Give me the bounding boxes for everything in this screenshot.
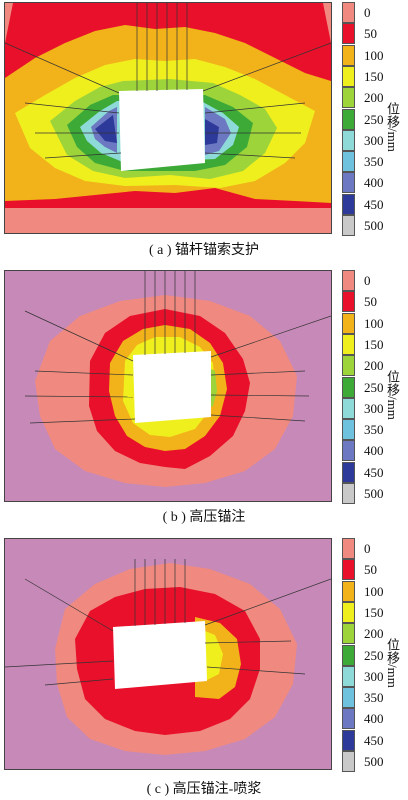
legend-swatch — [342, 87, 355, 109]
legend-label: 0 — [364, 541, 371, 556]
legend-swatch — [342, 270, 355, 291]
legend-swatch — [342, 538, 355, 559]
legend-label: 100 — [364, 315, 384, 331]
legend-label: 200 — [364, 90, 384, 106]
legend-label: 500 — [364, 218, 384, 233]
legend-label: 50 — [364, 26, 377, 42]
legend-label: 100 — [364, 47, 384, 63]
legend-b: 0 50 100 150 200 250 300 350 400 450 500 位移/mm — [342, 270, 408, 510]
legend-swatch — [342, 44, 355, 66]
legend-swatch — [342, 193, 355, 215]
anchor-bolts — [5, 3, 331, 159]
legend-swatch — [342, 483, 355, 504]
legend-label: 250 — [364, 379, 384, 395]
legend-swatch — [342, 291, 355, 313]
legend-label: 450 — [364, 196, 384, 212]
contour-plot-a — [4, 2, 332, 234]
legend-swatch — [342, 65, 355, 87]
legend-swatch — [342, 419, 355, 441]
legend-swatch — [342, 376, 355, 398]
legend-label: 250 — [364, 647, 384, 663]
zone-450 — [95, 115, 117, 143]
legend-label: 0 — [364, 273, 371, 288]
legend-swatch — [342, 333, 355, 355]
legend-swatch — [342, 397, 355, 419]
legend-label: 150 — [364, 336, 384, 352]
legend-swatch — [342, 172, 355, 194]
legend-swatch — [342, 23, 355, 45]
legend-swatch — [342, 440, 355, 462]
legend-swatch — [342, 623, 355, 645]
roadway-opening — [113, 621, 207, 689]
legend-swatch — [342, 151, 355, 173]
legend-swatch — [342, 644, 355, 666]
legend-label: 150 — [364, 68, 384, 84]
legend-swatch — [342, 665, 355, 687]
legend-swatch — [342, 2, 355, 23]
caption-a: ( a ) 锚杆锚索支护 — [148, 243, 260, 258]
legend-label: 500 — [364, 486, 384, 501]
legend-c: 0 50 100 150 200 250 300 350 400 450 500 位移/mm — [342, 538, 408, 778]
legend-swatch — [342, 729, 355, 751]
legend-swatch — [342, 461, 355, 483]
contour-plot-b — [4, 270, 332, 502]
legend-unit-label: 位移/mm — [385, 102, 400, 152]
contour-plot-c — [4, 538, 332, 770]
legend-swatch — [342, 312, 355, 334]
legend-swatch — [342, 355, 355, 377]
legend-label: 50 — [364, 294, 377, 310]
anchor-bolts — [24, 271, 331, 424]
caption-c: ( c ) 高压锚注-喷浆 — [146, 782, 262, 797]
legend-swatch — [342, 751, 355, 772]
legend-label: 500 — [364, 754, 384, 769]
legend-a: 0 50 100 150 200 250 300 350 400 450 500 位移/mm — [342, 2, 408, 242]
legend-unit-label: 位移/mm — [385, 638, 400, 688]
legend-label: 100 — [364, 583, 384, 599]
zone-450-right — [205, 119, 219, 145]
legend-unit-label: 位移/mm — [385, 370, 400, 420]
legend-label: 400 — [364, 175, 384, 191]
legend-swatch — [342, 108, 355, 130]
legend-swatch — [342, 708, 355, 730]
anchor-bolts — [5, 559, 331, 686]
legend-label: 400 — [364, 711, 384, 727]
legend-label: 300 — [364, 668, 384, 684]
legend-label: 350 — [364, 690, 384, 706]
legend-label: 300 — [364, 132, 384, 148]
legend-label: 200 — [364, 626, 384, 642]
caption-b: ( b ) 高压锚注 — [162, 510, 246, 525]
legend-swatch — [342, 580, 355, 602]
legend-label: 300 — [364, 400, 384, 416]
legend-label: 450 — [364, 464, 384, 480]
legend-swatch — [342, 215, 355, 236]
legend-swatch — [342, 129, 355, 151]
legend-label: 450 — [364, 732, 384, 748]
legend-label: 350 — [364, 154, 384, 170]
legend-swatch — [342, 601, 355, 623]
legend-label: 150 — [364, 604, 384, 620]
legend-label: 0 — [364, 5, 371, 20]
legend-label: 200 — [364, 358, 384, 374]
legend-swatch — [342, 687, 355, 709]
legend-swatch — [342, 559, 355, 581]
roadway-opening — [119, 89, 205, 171]
legend-label: 50 — [364, 562, 377, 578]
legend-label: 350 — [364, 422, 384, 438]
roadway-opening — [133, 351, 211, 423]
legend-label: 250 — [364, 111, 384, 127]
legend-label: 400 — [364, 443, 384, 459]
